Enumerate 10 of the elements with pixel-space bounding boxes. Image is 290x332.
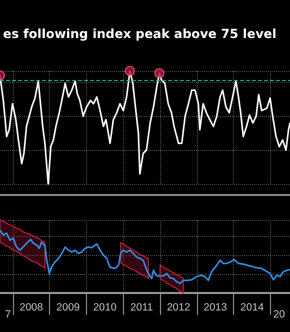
x-tick-label: 2012 [166,302,190,314]
text: 7 [5,308,11,320]
text: 20 [273,308,286,320]
x-tick-label: 2013 [204,302,228,314]
x-tick-label: 2008 [20,302,44,314]
x-tick-label: 2010 [93,302,117,314]
x-tick-label: 2011 [130,302,154,314]
x-tick-label: 2009 [56,302,80,314]
chart-title: es following index peak above 75 level [3,26,276,41]
x-tick-label: 2014 [240,302,264,314]
